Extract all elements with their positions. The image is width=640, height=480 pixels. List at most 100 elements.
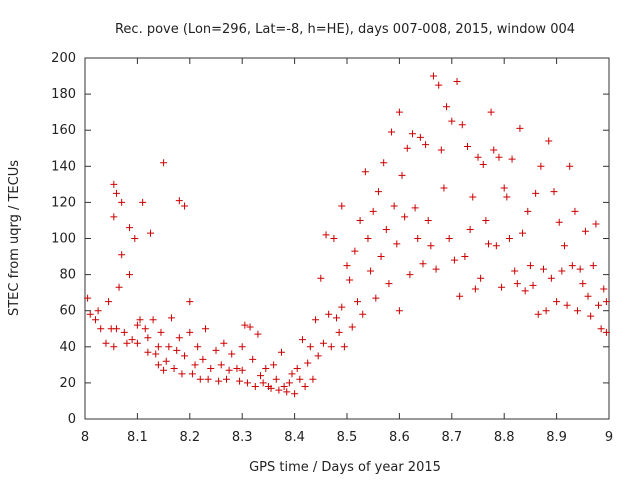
data-point	[186, 298, 194, 306]
data-point	[388, 128, 396, 136]
data-point	[157, 328, 165, 336]
data-point	[409, 130, 416, 138]
plot-frame	[84, 57, 610, 420]
data-point	[380, 159, 388, 167]
data-point	[217, 361, 225, 369]
data-point	[243, 379, 251, 387]
data-point	[574, 307, 582, 315]
data-point	[91, 316, 99, 324]
data-point	[516, 124, 524, 132]
y-axis-label: STEC from uqrg / TECUs	[7, 160, 22, 316]
data-point	[471, 285, 479, 293]
data-point	[333, 314, 341, 322]
data-point	[147, 229, 154, 237]
data-point	[257, 372, 265, 380]
data-point	[382, 225, 390, 233]
y-tick-label: 80	[59, 268, 76, 283]
data-point	[414, 235, 422, 242]
data-point	[545, 137, 553, 145]
data-point	[469, 193, 477, 201]
data-point	[110, 180, 118, 188]
data-point	[422, 141, 430, 149]
data-point	[474, 153, 482, 161]
data-point	[411, 204, 419, 212]
data-point	[112, 325, 120, 333]
data-point	[584, 292, 592, 300]
data-point	[133, 339, 141, 347]
data-point	[207, 364, 215, 372]
data-point	[280, 383, 288, 391]
data-point	[511, 267, 519, 275]
data-point	[154, 343, 162, 351]
data-point	[513, 280, 521, 288]
data-point	[448, 117, 456, 125]
data-point	[188, 370, 196, 378]
data-point	[377, 253, 385, 261]
y-tick-label: 60	[59, 304, 76, 319]
data-point	[597, 325, 605, 333]
x-axis-label: GPS time / Days of year 2015	[249, 460, 441, 475]
data-point	[419, 260, 427, 268]
data-point	[343, 262, 351, 270]
data-point	[194, 343, 202, 351]
data-point	[204, 375, 212, 383]
y-tick-label: 180	[51, 87, 76, 102]
data-point	[335, 328, 343, 336]
data-point	[532, 189, 540, 197]
data-point	[558, 267, 566, 275]
data-point	[505, 235, 513, 242]
data-point	[254, 330, 262, 338]
data-point	[602, 298, 610, 306]
data-point	[581, 227, 589, 235]
data-point	[385, 280, 393, 288]
data-point	[484, 240, 492, 248]
data-points	[84, 72, 610, 398]
data-point	[338, 202, 346, 210]
data-point	[212, 346, 220, 354]
data-point	[149, 316, 157, 324]
data-point	[453, 77, 461, 85]
data-point	[566, 162, 574, 170]
data-point	[592, 220, 600, 228]
data-point	[602, 328, 610, 336]
data-point	[322, 231, 330, 239]
data-point	[395, 108, 403, 116]
data-point	[492, 242, 500, 250]
data-point	[393, 240, 401, 248]
data-point	[296, 375, 304, 383]
data-point	[136, 316, 144, 324]
data-point	[283, 388, 291, 396]
data-point	[288, 370, 296, 378]
data-point	[351, 247, 359, 255]
x-tick-label: 8.6	[389, 430, 410, 445]
data-point	[503, 193, 511, 201]
y-tick-label: 40	[59, 340, 76, 355]
data-point	[306, 343, 314, 351]
x-tick-label: 8.4	[284, 430, 305, 445]
data-point	[228, 350, 236, 358]
data-point	[325, 310, 333, 318]
data-point	[144, 348, 152, 356]
data-point	[490, 146, 498, 154]
data-point	[314, 352, 322, 360]
data-point	[199, 355, 207, 363]
data-point	[181, 352, 189, 360]
data-point	[246, 323, 254, 331]
data-point	[175, 197, 183, 205]
data-point	[372, 294, 380, 302]
data-point	[568, 262, 576, 270]
data-point	[102, 339, 110, 347]
data-point	[576, 265, 584, 273]
data-point	[215, 377, 223, 385]
data-point	[128, 336, 136, 344]
data-point	[304, 359, 312, 367]
data-point	[317, 274, 325, 282]
data-point	[278, 348, 285, 356]
data-point	[175, 334, 183, 342]
data-point	[524, 207, 532, 215]
data-point	[398, 171, 406, 179]
data-point	[167, 314, 175, 322]
data-point	[272, 375, 280, 383]
data-point	[560, 242, 568, 250]
data-point	[160, 366, 168, 374]
